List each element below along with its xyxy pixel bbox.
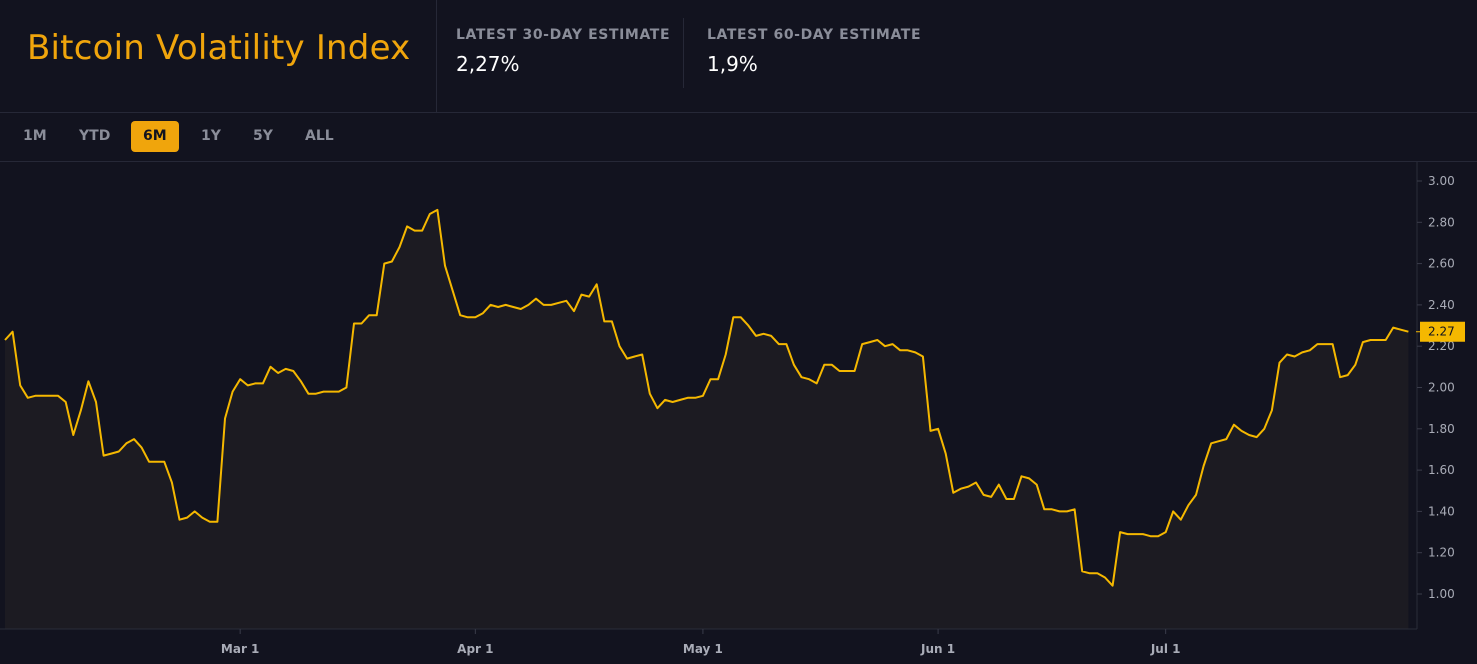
y-tick-label: 1.60: [1428, 463, 1455, 477]
y-tick-label: 2.60: [1428, 257, 1455, 271]
plot-area: [4, 208, 1409, 629]
stat-30-day-value: 2,27%: [456, 52, 520, 76]
y-tick-label: 2.40: [1428, 298, 1455, 312]
y-tick-label: 1.20: [1428, 546, 1455, 560]
y-tick-label: 2.80: [1428, 215, 1455, 229]
last-value-label: 2.27: [1428, 325, 1455, 339]
stat-60-day-label: LATEST 60-DAY ESTIMATE: [707, 27, 922, 43]
x-axis: Mar 1 Apr 1 May 1 Jun 1 Jul 1: [0, 628, 1417, 656]
header: Bitcoin Volatility Index LATEST 30-DAY E…: [0, 0, 1477, 113]
y-tick-label: 2.20: [1428, 339, 1455, 353]
y-tick-label: 2.00: [1428, 381, 1455, 395]
range-button-1m[interactable]: 1M: [23, 128, 47, 144]
volatility-chart[interactable]: 3.00 2.80 2.60 2.40 2.20 2.00 1.80 1.60 1.40 1.20…: [0, 162, 1477, 664]
series-line: [4, 208, 1409, 587]
y-tick-label: 1.40: [1428, 504, 1455, 518]
last-value-badge: [1420, 321, 1465, 342]
x-tick-label: Mar 1: [221, 642, 259, 656]
y-tick-label: 1.80: [1428, 422, 1455, 436]
last-value-marker: 2.27: [1416, 321, 1465, 342]
y-tick-label: 3.00: [1428, 174, 1455, 188]
stat-60-day-value: 1,9%: [707, 52, 758, 76]
header-divider: [436, 0, 437, 112]
y-axis: 3.00 2.80 2.60 2.40 2.20 2.00 1.80 1.60 1.40 1.20…: [1416, 162, 1455, 629]
x-tick-label: May 1: [683, 642, 723, 656]
series-area: [5, 209, 1409, 629]
x-tick-label: Apr 1: [457, 642, 493, 656]
range-selector: 1M YTD 6M 1Y 5Y ALL: [0, 112, 1477, 162]
stat-30-day-label: LATEST 30-DAY ESTIMATE: [456, 27, 671, 43]
y-tick-label: 1.00: [1428, 587, 1455, 601]
page-title: Bitcoin Volatility Index: [27, 28, 411, 68]
stat-60-day: LATEST 60-DAY ESTIMATE 1,9%: [707, 27, 921, 76]
stat-divider: [683, 18, 684, 88]
range-button-1y[interactable]: 1Y: [201, 128, 221, 144]
range-button-all[interactable]: ALL: [305, 128, 334, 144]
x-tick-label: Jun 1: [920, 642, 955, 656]
x-tick-label: Jul 1: [1150, 642, 1181, 656]
range-button-6m[interactable]: 6M: [131, 121, 179, 152]
stat-30-day: LATEST 30-DAY ESTIMATE 2,27%: [456, 27, 670, 76]
range-button-ytd[interactable]: YTD: [79, 128, 111, 144]
range-button-5y[interactable]: 5Y: [253, 128, 273, 144]
